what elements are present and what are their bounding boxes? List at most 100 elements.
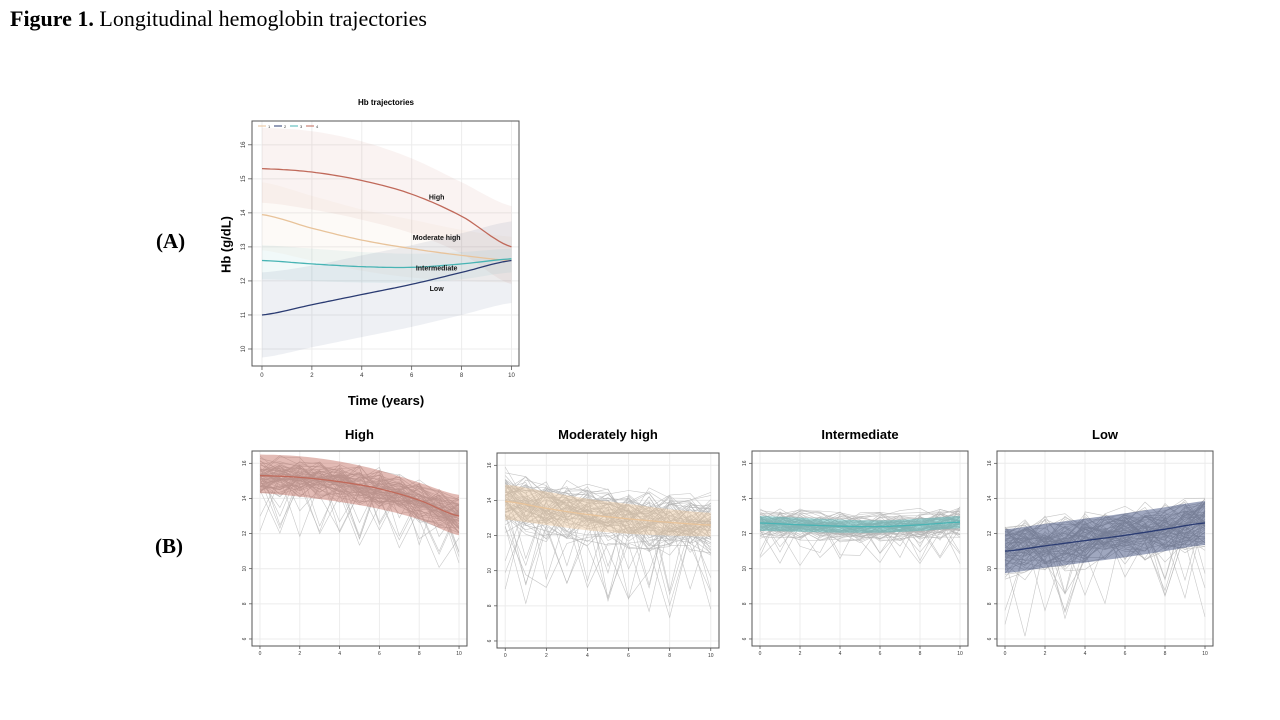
legend-label: 4 xyxy=(316,124,319,129)
low-confidence-band xyxy=(1005,501,1205,574)
intermediate-plot-frame xyxy=(751,450,969,647)
trajectories-y-tick-label: 15 xyxy=(241,175,247,182)
moderately-high-individual-line xyxy=(504,481,711,536)
low-individual-line xyxy=(1004,536,1206,581)
intermediate-individual-line xyxy=(759,506,961,541)
high-individual-line xyxy=(259,462,460,513)
intermediate-individual-line xyxy=(759,518,961,536)
low-y-tick-label: 14 xyxy=(987,495,993,501)
high-x-tick-label: 8 xyxy=(418,651,421,657)
intermediate-individual-line xyxy=(759,507,961,557)
line-low xyxy=(261,259,512,316)
moderately-high-individual-line xyxy=(504,495,711,562)
moderately-high-individual-line xyxy=(504,505,712,543)
intermediate-individual-line xyxy=(759,522,961,540)
high-individual-line xyxy=(259,473,460,522)
low-individual-line xyxy=(1004,499,1206,540)
intermediate-individual-line xyxy=(759,513,961,548)
low-plot-frame xyxy=(996,450,1214,647)
low-individual-line xyxy=(1004,529,1206,570)
high-individual-line xyxy=(259,465,460,526)
band-moderately-high xyxy=(262,182,512,283)
intermediate-individual-line xyxy=(759,516,961,532)
low-individual-line xyxy=(1004,523,1206,589)
intermediate-individual-line xyxy=(759,515,961,529)
low-y-tick-label: 16 xyxy=(987,460,993,466)
high-individual-line xyxy=(259,465,460,529)
low-y-tick-label: 10 xyxy=(987,566,993,572)
high-individual-line xyxy=(259,475,460,535)
high-individual-line xyxy=(259,473,460,521)
intermediate-panel-title: Intermediate xyxy=(821,427,899,442)
low-individual-line xyxy=(1004,505,1206,555)
high-mean-line xyxy=(259,474,460,517)
trajectories-x-tick-label: 2 xyxy=(310,373,314,379)
trajectories-x-tick-label: 8 xyxy=(460,373,464,379)
low-individual-line xyxy=(1004,507,1206,620)
moderately-high-individual-line xyxy=(504,496,712,593)
intermediate-individual-line xyxy=(759,516,961,565)
intermediate-individual-line xyxy=(759,516,961,536)
low-individual-line xyxy=(1004,501,1206,597)
intermediate-individual-line xyxy=(759,517,961,535)
low-individual-line xyxy=(1004,510,1206,545)
moderately-high-individual-line xyxy=(504,508,711,590)
low-individual-line xyxy=(1004,510,1206,581)
high-individual-line xyxy=(259,479,460,526)
intermediate-individual-line xyxy=(759,523,961,542)
moderately-high-individual-line xyxy=(505,499,711,554)
moderately-high-individual-line xyxy=(505,494,711,539)
trajectories-x-tick-label: 4 xyxy=(360,373,364,379)
moderately-high-individual-line xyxy=(504,483,711,607)
moderately-high-individual-line xyxy=(505,486,711,539)
high-individual-line xyxy=(259,476,460,523)
intermediate-y-tick-label: 16 xyxy=(742,460,748,466)
trajectories-y-tick-label: 16 xyxy=(241,141,247,148)
high-individual-line xyxy=(259,479,460,528)
legend-label: 1 xyxy=(268,124,271,129)
intermediate-individual-line xyxy=(759,521,961,564)
low-individual-line xyxy=(1004,512,1206,544)
low-individual-line xyxy=(1004,502,1206,551)
low-individual-line xyxy=(1004,538,1206,570)
moderately-high-individual-line xyxy=(504,482,711,534)
intermediate-individual-line xyxy=(759,514,961,529)
low-individual-line xyxy=(1004,497,1206,550)
trajectories-x-tick-label: 6 xyxy=(410,373,414,379)
moderately-high-individual-line xyxy=(504,525,711,588)
low-individual-line xyxy=(1004,524,1206,597)
moderately-high-individual-line xyxy=(505,482,711,599)
low-individual-line xyxy=(1004,532,1206,568)
intermediate-individual-line xyxy=(759,512,961,528)
moderately-high-individual-line xyxy=(505,488,711,506)
high-individual-line xyxy=(259,469,460,524)
moderately-high-individual-line xyxy=(504,479,711,534)
intermediate-x-tick-label: 6 xyxy=(879,651,882,657)
intermediate-individual-line xyxy=(759,517,961,536)
high-individual-line xyxy=(259,470,460,505)
moderately-high-individual-line xyxy=(505,507,712,610)
low-individual-line xyxy=(1004,515,1206,561)
intermediate-individual-line xyxy=(759,519,961,558)
high-x-tick-label: 10 xyxy=(456,651,462,657)
high-individual-line xyxy=(259,473,460,569)
low-individual-line xyxy=(1004,513,1206,544)
moderately-high-individual-line xyxy=(504,497,711,528)
moderately-high-plot-frame xyxy=(496,452,720,649)
moderately-high-plot-area xyxy=(497,453,719,648)
high-individual-line xyxy=(259,475,460,522)
low-x-tick-label: 2 xyxy=(1044,651,1047,657)
intermediate-individual-line xyxy=(759,511,961,529)
low-individual-line xyxy=(1004,512,1206,612)
intermediate-individual-line xyxy=(759,516,961,536)
intermediate-individual-line xyxy=(759,511,961,533)
moderately-high-individual-line xyxy=(505,503,711,540)
high-individual-line xyxy=(259,464,460,552)
low-individual-line xyxy=(1004,501,1206,542)
low-individual-line xyxy=(1004,526,1206,567)
moderately-high-individual-line xyxy=(504,479,711,529)
high-individual-line xyxy=(259,476,460,541)
low-plot-area xyxy=(997,451,1213,646)
low-x-tick-label: 4 xyxy=(1084,651,1087,657)
high-individual-line xyxy=(259,465,460,520)
